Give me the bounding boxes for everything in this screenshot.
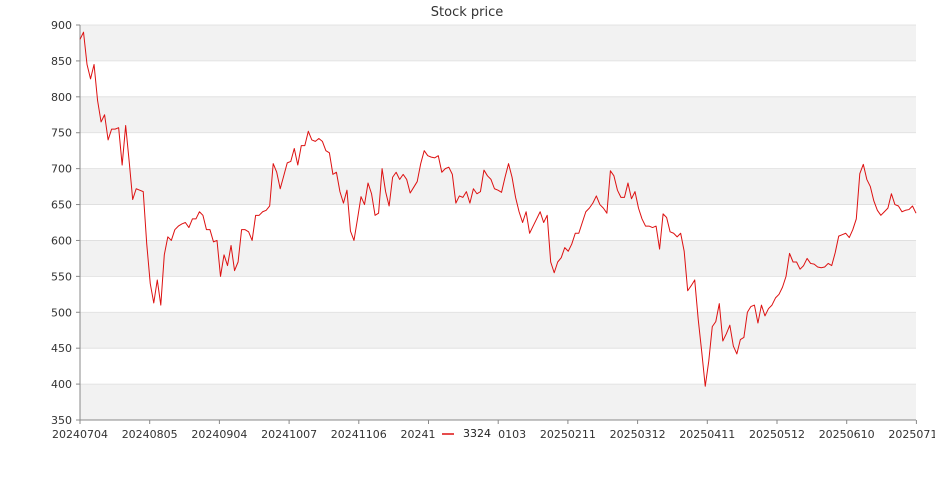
y-tick-label: 850 xyxy=(51,55,72,68)
grid-band xyxy=(80,96,916,133)
x-tick-label: 20250211 xyxy=(540,428,596,441)
y-tick-label: 500 xyxy=(51,306,72,319)
grid-band xyxy=(80,312,916,349)
y-tick-label: 450 xyxy=(51,342,72,355)
x-tick-label: 20240805 xyxy=(122,428,178,441)
grid-band xyxy=(80,25,916,61)
x-axis-ticks: 20240704 20240805 20240904 20241007 20241106… xyxy=(52,420,935,441)
x-tick-label: 20241007 xyxy=(261,428,317,441)
grid-band xyxy=(80,168,916,205)
grid-lines xyxy=(80,24,916,421)
series-lines xyxy=(79,31,917,387)
y-tick-label: 600 xyxy=(51,234,72,247)
legend: 3324 xyxy=(435,424,497,442)
grid-band xyxy=(80,240,916,277)
axes xyxy=(79,25,916,421)
x-tick-label: 20250710 xyxy=(888,428,935,441)
x-tick-label: 20241106 xyxy=(331,428,387,441)
x-tick-label: 20250411 xyxy=(679,428,735,441)
x-tick-label: 20240704 xyxy=(52,428,108,441)
y-tick-label: 900 xyxy=(51,19,72,32)
chart-title: Stock price xyxy=(431,5,503,20)
x-tick-label: 20240904 xyxy=(191,428,247,441)
y-tick-label: 350 xyxy=(51,414,72,427)
legend-background xyxy=(435,424,497,442)
x-tick-label: 20250610 xyxy=(819,428,875,441)
y-axis-ticks: 350 400 450 500 550 600 650 700 750 800 850 900 xyxy=(51,19,80,427)
y-tick-label: 750 xyxy=(51,127,72,140)
y-tick-label: 650 xyxy=(51,199,72,212)
x-tick-label: 20250512 xyxy=(749,428,805,441)
legend-label: 3324 xyxy=(463,427,491,440)
x-tick-label: 20250312 xyxy=(610,428,666,441)
y-tick-label: 800 xyxy=(51,91,72,104)
y-tick-label: 400 xyxy=(51,378,72,391)
series-line-3324 xyxy=(79,31,917,387)
grid-bands xyxy=(80,25,916,420)
grid-band xyxy=(80,384,916,420)
y-tick-label: 700 xyxy=(51,163,72,176)
y-tick-label: 550 xyxy=(51,270,72,283)
